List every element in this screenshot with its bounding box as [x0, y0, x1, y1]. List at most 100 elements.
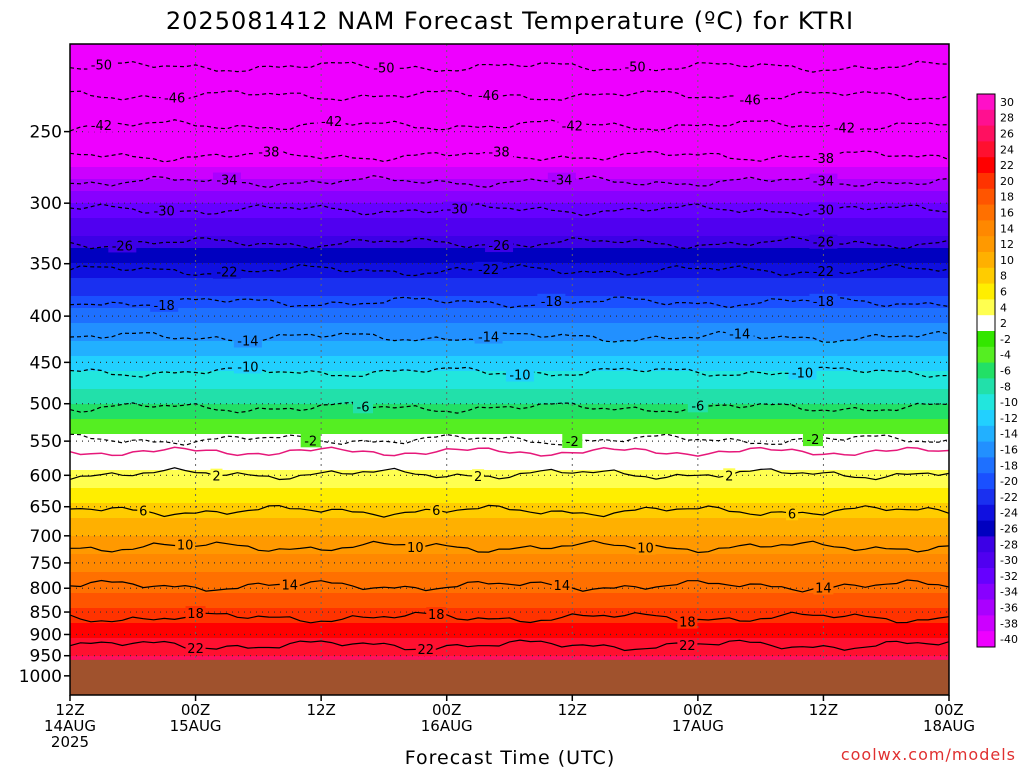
temperature-band: [70, 620, 949, 624]
colorbar-swatch: [977, 331, 995, 348]
temperature-band: [70, 356, 949, 360]
temperature-band: [70, 344, 949, 348]
y-tick-label: 850: [30, 603, 62, 623]
isotherm-label-text: 10: [177, 539, 194, 554]
isotherm-label-bg: [212, 172, 241, 187]
colorbar-label: 30: [1000, 96, 1014, 109]
colorbar-swatch: [977, 141, 995, 158]
temperature-band: [70, 53, 949, 57]
temperature-band: [70, 554, 949, 558]
isotherm-label-text: -42: [562, 120, 583, 135]
isotherm-label: -26: [485, 238, 514, 254]
temperature-band: [70, 125, 949, 129]
colorbar-swatch: [977, 473, 995, 490]
temperature-band: [70, 308, 949, 312]
colorbar-swatch: [977, 615, 995, 632]
temperature-band: [70, 281, 949, 285]
temperature-band: [70, 488, 949, 492]
temperature-band: [70, 233, 949, 237]
isotherm-label-text: -10: [237, 360, 258, 375]
y-tick-label: 900: [30, 625, 62, 645]
colorbar-swatch: [977, 94, 995, 111]
temperature-band: [70, 557, 949, 561]
temperature-band: [70, 332, 949, 336]
isotherm-label-bg: [505, 367, 534, 382]
isotherm-label-bg: [317, 113, 346, 128]
colorbar-label: -38: [1000, 617, 1018, 630]
isotherm-label: -50: [621, 59, 650, 76]
temperature-band: [70, 614, 949, 618]
x-tick-label: 14AUG: [44, 717, 96, 735]
colorbar-label: -2: [1000, 333, 1011, 346]
colorbar-label: -6: [1000, 365, 1011, 378]
temperature-band: [70, 587, 949, 591]
isotherm-label-bg: [150, 203, 179, 218]
temperature-band: [70, 479, 949, 483]
temperature-band: [70, 497, 949, 501]
temperature-band: [70, 584, 949, 588]
colorbar-label: -10: [1000, 396, 1018, 409]
temperature-band: [70, 173, 949, 177]
temperature-band: [70, 311, 949, 315]
isotherm-label: -34: [547, 172, 576, 189]
isotherm-label: -30: [809, 202, 838, 218]
temperature-band: [70, 362, 949, 366]
temperature-band: [70, 113, 949, 117]
temperature-band: [70, 647, 949, 651]
isotherm-label-text: -14: [237, 334, 258, 349]
temperature-band: [70, 542, 949, 546]
temperature-band: [70, 137, 949, 141]
temperature-band: [70, 533, 949, 537]
temperature-band: [70, 431, 949, 435]
colorbar-swatch: [977, 520, 995, 537]
colorbar-swatch: [977, 173, 995, 190]
isotherm-label-text: 6: [139, 504, 147, 519]
isotherm-label: -46: [736, 92, 765, 108]
temperature-band: [70, 551, 949, 555]
temperature-band: [70, 212, 949, 216]
y-axis: 2503003504004505005506006507007508008509…: [19, 123, 70, 687]
isotherm-label: -50: [369, 60, 398, 77]
isotherm-line: [69, 89, 950, 102]
isotherm-label-text: -34: [551, 174, 572, 189]
temperature-band: [70, 500, 949, 504]
colorbar-label: 6: [1000, 286, 1007, 299]
colorbar-swatch: [977, 410, 995, 427]
temperature-band: [70, 539, 949, 543]
temperature-band: [70, 449, 949, 453]
isotherm-line: [69, 579, 950, 593]
isotherm-label-bg: [175, 537, 196, 552]
temperature-band: [70, 575, 949, 579]
temperature-band: [70, 413, 949, 417]
temperature-band: [70, 179, 949, 183]
isotherm-label-text: -2: [304, 434, 317, 449]
isotherm-label-text: -50: [91, 59, 112, 74]
isotherm-label: -42: [830, 120, 859, 136]
temperature-band: [70, 293, 949, 297]
isotherm-label: -2: [802, 432, 823, 448]
x-tick-label: 17AUG: [672, 717, 724, 735]
colorbar-label: -12: [1000, 412, 1018, 425]
colorbar-label: -4: [1000, 349, 1011, 362]
isotherm-label: 22: [677, 637, 698, 654]
isotherm-label: -50: [87, 57, 116, 74]
temperature-band: [70, 167, 949, 171]
colorbar-swatch: [977, 125, 995, 142]
isotherm-label-text: -42: [834, 121, 855, 136]
temperature-band: [70, 266, 949, 270]
isotherm-line: [69, 149, 950, 163]
isotherm-label-bg: [677, 637, 698, 652]
temperature-band: [70, 512, 949, 516]
temperature-band: [70, 458, 949, 462]
isotherm-label: -38: [809, 151, 838, 167]
colorbar-swatch: [977, 583, 995, 601]
isotherm-label-bg: [562, 434, 583, 449]
isotherm-label: -22: [474, 261, 503, 278]
temperature-band: [70, 347, 949, 351]
temperature-band: [70, 626, 949, 630]
temperature-band: [70, 515, 949, 519]
temperature-band: [70, 236, 949, 240]
temperature-band: [70, 401, 949, 405]
isotherm-label-text: 18: [428, 608, 445, 623]
isotherm-label-bg: [809, 234, 838, 249]
